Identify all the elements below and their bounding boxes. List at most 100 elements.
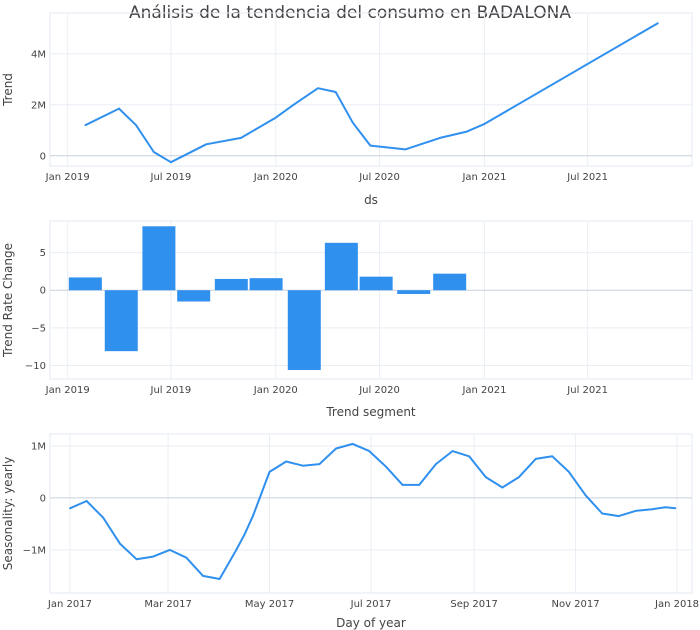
bar	[397, 290, 431, 294]
data-point	[135, 124, 137, 127]
data-point	[243, 533, 246, 536]
data-point	[484, 476, 487, 479]
data-point	[451, 450, 454, 453]
data-point	[401, 484, 404, 486]
x-tick-label: Jul 2020	[358, 172, 400, 183]
data-point	[351, 442, 354, 445]
y-tick-label: 1M	[31, 441, 46, 452]
x-tick-label: Jan 2021	[461, 172, 506, 183]
data-point	[102, 516, 105, 519]
y-tick-label: 0	[40, 286, 46, 297]
data-point	[534, 458, 537, 460]
plot-frame	[49, 12, 693, 167]
data-point	[252, 515, 254, 517]
x-axis-title: ds	[364, 193, 378, 207]
bar	[177, 290, 211, 302]
y-tick-label: −10	[25, 361, 46, 372]
x-axis-title: Day of year	[336, 616, 406, 630]
data-point	[301, 464, 304, 467]
data-point	[235, 548, 238, 551]
series-line	[69, 442, 676, 580]
data-point	[202, 574, 204, 577]
seasonality-panel: Jan 2017 Mar 2017 May 2017 Jul 2017 Sep 2017…	[1, 433, 699, 630]
data-point	[268, 471, 271, 473]
y-axis-title: Seasonality: yearly	[1, 457, 15, 571]
data-point	[568, 471, 570, 473]
data-point	[218, 578, 221, 580]
x-tick-label: Jul 2019	[150, 172, 192, 183]
bar	[359, 276, 393, 291]
data-point	[351, 121, 354, 124]
x-tick-label: Nov 2017	[551, 599, 599, 610]
data-point	[274, 116, 277, 119]
data-point	[617, 515, 620, 517]
x-tick-label: Jul 2020	[358, 385, 400, 396]
data-point	[169, 161, 172, 164]
data-point	[434, 463, 437, 466]
x-tick-label: Jan 2020	[253, 385, 298, 396]
x-tick-label: Jan 2020	[253, 172, 298, 183]
data-point	[335, 447, 337, 450]
data-point	[185, 556, 188, 559]
data-point	[118, 542, 121, 545]
y-tick-label: 0	[40, 493, 46, 504]
data-point	[385, 465, 387, 468]
bar	[104, 290, 138, 352]
plot-frame	[49, 220, 693, 380]
x-tick-label: Jan 2019	[45, 385, 90, 396]
data-point	[285, 460, 288, 463]
data-point	[439, 137, 441, 139]
data-point	[168, 548, 171, 551]
x-tick-label: Jan 2017	[47, 599, 92, 610]
data-point	[369, 144, 372, 147]
bar	[324, 242, 358, 291]
x-axis-title: Trend segment	[325, 405, 416, 419]
data-point	[368, 450, 371, 453]
bar	[214, 278, 248, 291]
data-point	[418, 484, 421, 486]
y-axis-title: Trend Rate Change	[1, 243, 15, 358]
trend-rate-change-panel: Jan 2019 Jul 2019 Jan 2020 Jul 2020 Jan 2021…	[1, 220, 693, 419]
x-tick-label: Jul 2021	[566, 385, 608, 396]
y-tick-label: 0	[40, 151, 46, 162]
data-point	[152, 151, 155, 153]
data-point	[483, 123, 486, 125]
bar	[433, 273, 467, 291]
data-point	[656, 22, 659, 25]
trend-panel: Jan 2019 Jul 2019 Jan 2020 Jul 2020 Jan 2021…	[1, 12, 693, 207]
x-tick-label: Mar 2017	[144, 599, 192, 610]
y-tick-label: −5	[31, 323, 46, 334]
data-point	[292, 103, 295, 106]
bar	[287, 290, 321, 370]
x-tick-label: May 2017	[245, 599, 294, 610]
data-point	[551, 455, 554, 458]
bar	[68, 277, 102, 291]
y-axis-title: Trend	[1, 73, 15, 107]
data-point	[501, 486, 504, 489]
data-point	[84, 124, 87, 127]
data-point	[152, 555, 155, 558]
data-point	[404, 148, 407, 151]
x-tick-label: Sep 2017	[450, 599, 497, 610]
data-point	[118, 107, 120, 110]
data-point	[85, 500, 88, 502]
data-point	[318, 463, 321, 466]
y-tick-label: 5	[40, 248, 46, 259]
data-point	[518, 476, 520, 479]
x-tick-label: Jan 2018	[654, 599, 699, 610]
y-tick-label: 2M	[31, 100, 46, 111]
y-tick-label: −1M	[23, 545, 46, 556]
data-point	[674, 507, 677, 510]
x-tick-label: Jul 2021	[566, 172, 608, 183]
data-point	[584, 494, 587, 497]
data-point	[601, 512, 604, 515]
data-point	[317, 87, 319, 90]
data-point	[240, 137, 242, 139]
data-point	[634, 510, 637, 512]
x-tick-label: Jul 2019	[150, 385, 192, 396]
y-tick-label: 4M	[31, 49, 46, 60]
bar	[142, 226, 176, 291]
data-point	[135, 558, 138, 561]
data-point	[664, 506, 667, 509]
